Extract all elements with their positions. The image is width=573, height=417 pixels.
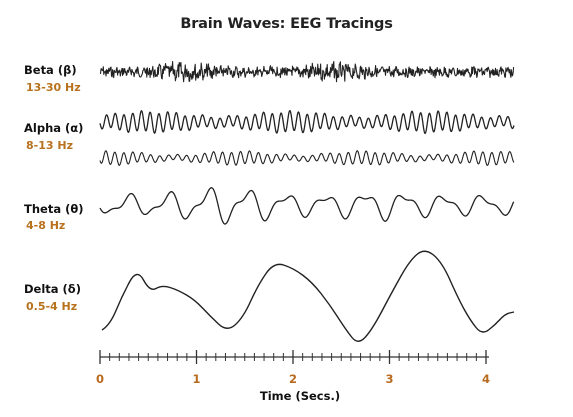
figure-title: Brain Waves: EEG Tracings [180, 16, 393, 32]
theta-wave-trace [99, 187, 515, 225]
delta-label: Delta (δ) [24, 282, 81, 296]
time-axis [99, 350, 489, 364]
beta-frequency: 13-30 Hz [26, 81, 81, 94]
beta-label: Beta (β) [24, 63, 77, 77]
alpha-wave-trace-upper [99, 110, 515, 135]
alpha-frequency: 8-13 Hz [26, 139, 73, 152]
beta-wave-trace [99, 60, 515, 83]
time-axis-label: Time (Secs.) [259, 389, 341, 403]
time-tick-label: 4 [481, 372, 491, 386]
time-tick-label: 2 [288, 372, 298, 386]
delta-wave-trace [101, 250, 515, 342]
alpha-label: Alpha (α) [24, 121, 84, 135]
time-tick-label: 1 [192, 372, 201, 386]
theta-label: Theta (θ) [24, 202, 84, 216]
time-tick-label: 0 [95, 372, 105, 386]
theta-frequency: 4-8 Hz [26, 219, 66, 232]
time-tick-label: 3 [385, 372, 394, 386]
alpha-wave-trace-lower [99, 150, 515, 166]
delta-frequency: 0.5-4 Hz [26, 300, 78, 313]
